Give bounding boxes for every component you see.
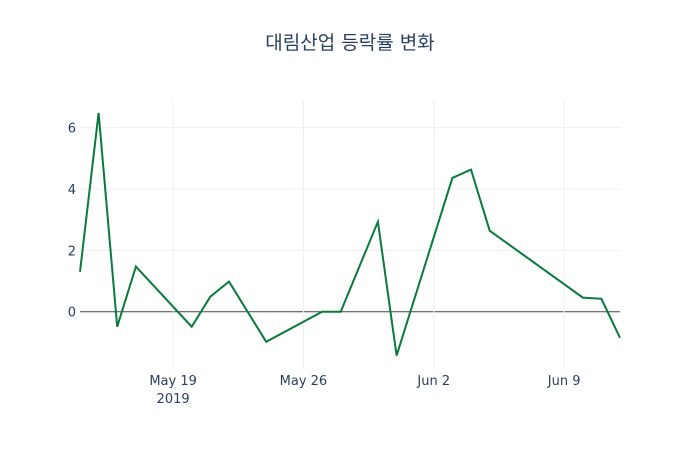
x-tick-label: May 19	[149, 374, 197, 389]
x-tick-label: May 26	[280, 374, 328, 389]
y-tick-label: 6	[68, 122, 76, 137]
y-tick-label: 0	[68, 306, 76, 321]
x-tick-label: Jun 9	[547, 374, 581, 389]
y-tick-label: 2	[68, 244, 76, 259]
x-tick-sublabel: 2019	[157, 392, 190, 407]
series-line	[79, 112, 621, 356]
x-tick-label: Jun 2	[416, 374, 450, 389]
chart-title: 대림산업 등락률 변화	[265, 32, 434, 54]
y-tick-label: 4	[68, 183, 76, 198]
